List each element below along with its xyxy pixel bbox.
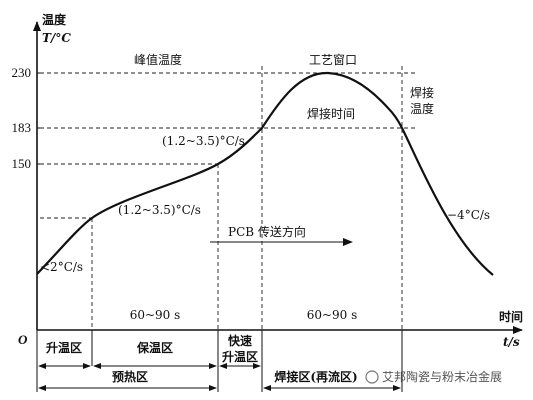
watermark-logo-icon xyxy=(365,370,379,384)
temperature-profile-curve xyxy=(36,71,494,276)
soak-duration-label: 60~90 s xyxy=(130,308,181,322)
process-window-label: 工艺窗口 xyxy=(309,53,357,67)
zone-fast-heat-label-1: 快速 xyxy=(228,333,252,348)
welding-temperature-label-2: 温度 xyxy=(410,101,434,116)
preheat-rate-label: (1.2~3.5)°C/s xyxy=(118,203,201,217)
reflow-duration-label: 60~90 s xyxy=(307,308,358,322)
origin-label: O xyxy=(18,332,28,347)
x-axis-title: 时间 xyxy=(499,309,523,324)
watermark: 艾邦陶瓷与粉末冶金展 xyxy=(365,369,502,384)
zone-heat-up-label: 升温区 xyxy=(46,340,82,355)
zone-preheat-label: 预热区 xyxy=(112,369,148,384)
watermark-text: 艾邦陶瓷与粉末冶金展 xyxy=(382,369,502,384)
initial-rate-label: <2°C/s xyxy=(40,260,83,274)
y-axis-title: 温度 xyxy=(42,12,67,27)
peak-temperature-label: 峰值温度 xyxy=(134,52,182,67)
welding-temperature-label-1: 焊接 xyxy=(410,85,434,100)
y-axis-unit: T/°C xyxy=(42,31,71,45)
zone-fast-heat-label-2: 升温区 xyxy=(222,349,258,364)
fast-heating-rate-label: (1.2~3.5)°C/s xyxy=(162,134,245,148)
x-axis-unit: t/s xyxy=(503,335,520,349)
zone-reflow-label: 焊接区(再流区) xyxy=(274,369,357,384)
welding-time-label: 焊接时间 xyxy=(307,106,355,121)
y-tick-label-150: 150 xyxy=(12,156,32,171)
cooling-rate-label: −4°C/s xyxy=(447,208,490,222)
zone-soak-label: 保温区 xyxy=(136,340,173,355)
y-tick-label-230: 230 xyxy=(12,65,32,80)
y-tick-label-183: 183 xyxy=(12,120,32,135)
pcb-direction-label: PCB 传送方向 xyxy=(228,224,306,239)
